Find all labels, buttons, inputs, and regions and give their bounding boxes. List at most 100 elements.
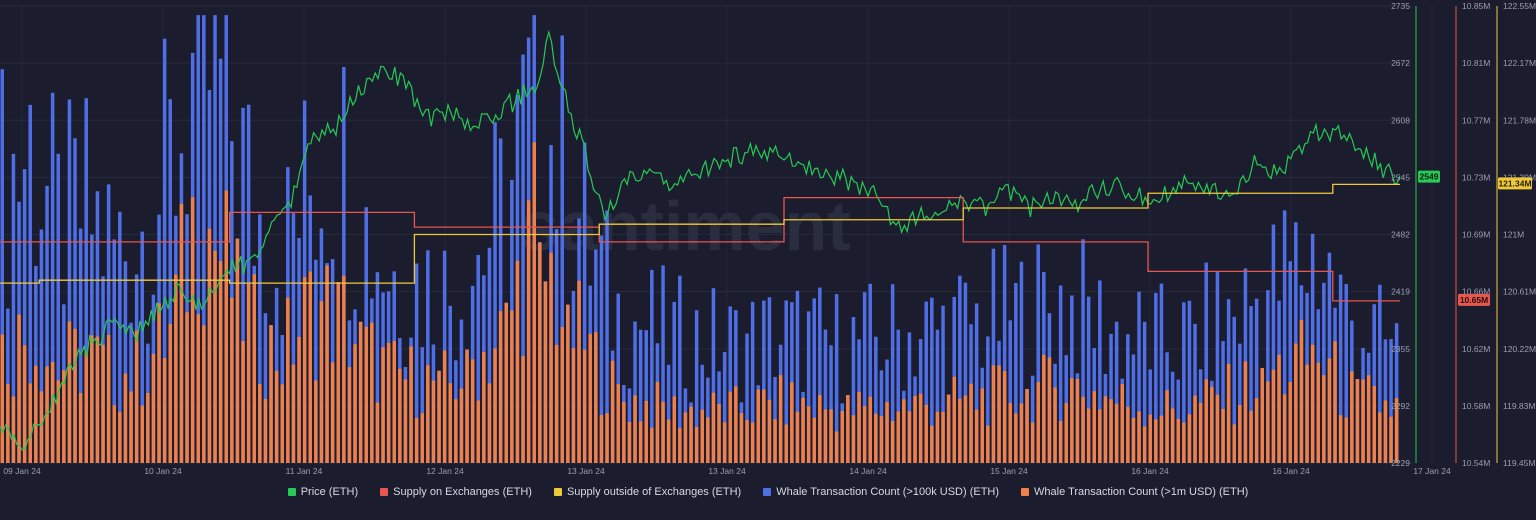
whale-1m-bar (834, 431, 839, 463)
whale-1m-bar (1030, 422, 1035, 463)
whale-1m-bar (28, 383, 32, 463)
whale-1m-bar (1070, 378, 1074, 463)
whale-1m-bar (224, 190, 228, 463)
whale-1m-bar (78, 393, 83, 463)
whale-100k-bar (1389, 339, 1393, 463)
whale-1m-bar (459, 388, 464, 463)
whale-100k-bar (426, 250, 430, 463)
whale-100k-bar (986, 336, 990, 463)
whale-100k-bar (1193, 323, 1197, 463)
whale-100k-bar (1098, 280, 1102, 463)
whale-1m-bar (963, 395, 968, 463)
whale-1m-bar (409, 346, 413, 463)
whale-1m-bar (1047, 357, 1052, 463)
whale-1m-bar (616, 384, 620, 463)
whale-1m-bar (1271, 369, 1276, 463)
legend-item[interactable]: Supply on Exchanges (ETH) (380, 486, 532, 498)
legend-label: Supply outside of Exchanges (ETH) (566, 486, 742, 498)
whale-1m-bar (347, 367, 352, 463)
whale-1m-bar (633, 395, 637, 463)
whale-1m-bar (722, 422, 727, 463)
whale-1m-bar (521, 356, 525, 463)
whale-100k-bar (140, 231, 144, 463)
legend-item[interactable]: Price (ETH) (287, 486, 358, 498)
whale-1m-bar (756, 389, 760, 463)
supply_on_exchanges-tick-label: 10.58M (1462, 401, 1490, 411)
whale-100k-bar (1126, 334, 1130, 463)
whale-1m-bar (1002, 370, 1007, 463)
whale-100k-bar (330, 259, 335, 463)
whale-1m-bar (353, 344, 357, 463)
whale-100k-bar (1014, 282, 1018, 463)
whale-1m-bar (482, 351, 486, 463)
whale-1m-bar (426, 365, 430, 463)
whale-1m-bar (986, 425, 990, 463)
supply_outside-tick-label: 119.83M (1503, 401, 1535, 411)
x-tick-label: 12 Jan 24 (426, 466, 464, 476)
whale-100k-bar (818, 287, 822, 463)
legend-item[interactable]: Whale Transaction Count (>100k USD) (ETH… (763, 486, 999, 498)
price-last-value-bg (1418, 170, 1440, 183)
supply_outside-tick-label: 120.22M (1503, 344, 1536, 354)
price-line (0, 29, 1401, 451)
whale-1m-bar (840, 411, 844, 463)
whale-1m-bar (274, 370, 279, 463)
whale-100k-bar (67, 99, 72, 463)
supply_outside-tick-label: 120.61M (1503, 287, 1536, 297)
whale-1m-bar (1058, 420, 1063, 463)
whale-100k-bar (1081, 239, 1085, 463)
whale-100k-bar (493, 122, 497, 463)
whale-1m-bar (1182, 422, 1186, 463)
whale-1m-bar (398, 368, 402, 463)
supply_on_exchanges-tick-label: 10.77M (1462, 115, 1490, 125)
whale-1m-bar (795, 411, 800, 463)
whale-1m-bar (1142, 426, 1147, 463)
whale-100k-bar (1266, 290, 1270, 463)
whale-1m-bar (11, 396, 16, 463)
legend-swatch (287, 488, 296, 496)
whale-1m-bar (918, 393, 923, 463)
whale-1m-bar (1204, 379, 1208, 463)
whale-100k-bar (414, 263, 419, 463)
whale-1m-bar (498, 311, 503, 463)
whale-1m-bar (235, 238, 240, 463)
whale-1m-bar (1260, 367, 1264, 463)
whale-100k-bar (560, 35, 564, 464)
whale-100k-bar (1086, 296, 1091, 463)
whale-100k-bar (45, 185, 49, 463)
whale-100k-bar (196, 15, 200, 463)
legend-item[interactable]: Whale Transaction Count (>1m USD) (ETH) (1021, 486, 1248, 498)
whale-100k-bar (762, 300, 766, 463)
whale-1m-bar (1316, 362, 1320, 463)
whale-1m-bar (403, 379, 408, 463)
legend-item[interactable]: Supply outside of Exchanges (ETH) (553, 486, 742, 498)
whale-1m-bar (767, 399, 772, 463)
whale-1m-bar (17, 314, 21, 463)
whale-1m-bar (571, 348, 576, 463)
whale-100k-bar (582, 142, 587, 463)
supply_outside-tick-label: 122.55M (1503, 1, 1536, 11)
whale-100k-bar (1249, 306, 1253, 463)
whale-100k-bar (605, 210, 609, 463)
whale-100k-bar (750, 301, 755, 463)
whale-1m-bar (1187, 414, 1192, 463)
whale-1m-bar (1075, 378, 1080, 463)
whale-100k-bar (1036, 244, 1040, 463)
whale-1m-bar (1299, 320, 1304, 463)
whale-1m-bar (420, 413, 424, 463)
whale-1m-bar (661, 401, 665, 463)
whale-1m-bar (314, 380, 318, 463)
whale-1m-bar (1294, 343, 1298, 463)
whale-1m-bar (140, 405, 144, 463)
price-tick-label: 2292 (1391, 401, 1410, 411)
whale-1m-bar (1355, 379, 1360, 463)
whale-100k-bar (728, 306, 732, 463)
whale-1m-bar (801, 397, 805, 463)
whale-1m-bar (465, 349, 469, 463)
whale-100k-bar (1271, 224, 1276, 463)
whale-100k-bar (1002, 245, 1007, 463)
whale-100k-bar (890, 284, 895, 463)
whale-1m-bar (902, 399, 906, 463)
price-tick-label: 2482 (1391, 230, 1410, 240)
supply_on_exchanges-tick-label: 10.66M (1462, 287, 1490, 297)
